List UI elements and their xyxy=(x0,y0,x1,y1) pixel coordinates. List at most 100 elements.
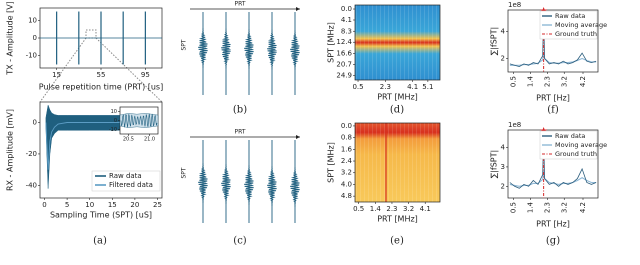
y-tick-label: 4 xyxy=(501,28,506,36)
x-axis-label: Pulse repetition time (PRT) [us] xyxy=(39,83,163,92)
y-tick-label: 0.0 xyxy=(341,122,352,130)
wavelet xyxy=(290,167,301,207)
x-tick-label: 15 xyxy=(52,71,61,79)
y-tick-label: 0.0 xyxy=(341,5,352,13)
arrow-head xyxy=(296,135,300,139)
x-tick-label: 3.2 xyxy=(560,76,568,87)
y-axis-label: ∑|fSPT| xyxy=(490,27,499,55)
y-axis-label: TX - Amplitude [V] xyxy=(6,1,15,76)
y-tick-label: 4 xyxy=(501,143,506,151)
y-tick-label: -20 xyxy=(26,150,37,158)
x-tick-label: 4.2 xyxy=(579,202,587,213)
panel-label: (g) xyxy=(546,236,560,247)
y-tick-label: 24.9 xyxy=(336,72,352,80)
axes-frame xyxy=(39,101,163,199)
x-tick-label: 25 xyxy=(153,201,162,209)
legend-label: Moving average xyxy=(555,21,607,29)
y-tick-label: 3 xyxy=(501,163,505,171)
wavelet xyxy=(221,164,232,204)
y-axis-label: SPT [MHz] xyxy=(327,22,336,63)
panel-label: (a) xyxy=(93,236,107,247)
axes-frame xyxy=(507,129,599,199)
x-tick-label: 0 xyxy=(42,201,46,209)
legend-label: Raw data xyxy=(555,132,585,140)
wavelet xyxy=(267,29,278,70)
y-tick-label: 0.8 xyxy=(341,134,352,142)
y-tick-label: 2 xyxy=(501,182,505,190)
zoom-connector xyxy=(95,37,163,103)
x-tick-label: 1.4 xyxy=(527,75,535,87)
x-tick-label: 20.5 xyxy=(123,137,134,143)
heatmap-texture xyxy=(355,5,440,80)
ground-truth-marker xyxy=(540,127,548,134)
x-tick-label: 4.1 xyxy=(407,83,418,91)
x-axis-label: PRT [Hz] xyxy=(536,94,570,103)
panel-label: (d) xyxy=(390,105,404,116)
series-line xyxy=(509,13,597,68)
x-tick-label: 5 xyxy=(65,201,69,209)
wavelet xyxy=(198,163,209,203)
y-tick-label: 4.0 xyxy=(341,180,352,188)
series-line xyxy=(509,135,597,189)
legend-label: Raw data xyxy=(109,172,142,180)
zoom-box xyxy=(85,29,97,39)
y-tick-label: 20.7 xyxy=(336,60,352,68)
y-tick-label: 2.4 xyxy=(341,157,353,165)
y-tick-label: 8.3 xyxy=(341,27,352,35)
spt-label: SPT xyxy=(181,39,188,50)
y-tick-label: 1.6 xyxy=(341,145,353,153)
x-tick-label: 2.3 xyxy=(380,83,391,91)
axis-scale: 1e8 xyxy=(508,121,521,129)
wavelet xyxy=(290,30,301,70)
x-tick-label: 55 xyxy=(97,71,106,79)
x-tick-label: 2.3 xyxy=(386,205,397,213)
panel-label: (b) xyxy=(233,105,247,116)
x-tick-label: 0.5 xyxy=(353,205,364,213)
x-tick-label: 3.2 xyxy=(560,202,568,213)
panel-label: (f) xyxy=(547,105,559,116)
legend-label: Filtered data xyxy=(109,181,153,189)
y-tick-label: 0 xyxy=(33,118,37,126)
y-axis-label: RX - Amplitude [mV] xyxy=(6,109,15,191)
x-tick-label: 10 xyxy=(85,201,94,209)
x-tick-label: 5.1 xyxy=(422,83,433,91)
wavelet xyxy=(267,166,278,206)
x-tick-label: 20 xyxy=(130,201,139,209)
y-tick-label: 4.8 xyxy=(341,192,352,200)
x-tick-label: 0.5 xyxy=(510,202,518,213)
x-tick-label: 2.3 xyxy=(543,202,551,213)
y-axis-label: ∑|fSPT| xyxy=(490,150,499,178)
axis-scale: 1e8 xyxy=(508,1,521,9)
axes-frame xyxy=(507,9,599,73)
x-axis-label: Sampling Time (SPT) [uS] xyxy=(50,211,152,220)
x-tick-label: 0.5 xyxy=(510,76,518,87)
wavelet xyxy=(221,28,232,69)
arrow-head xyxy=(296,7,300,11)
x-axis-label: PRT [Hz] xyxy=(536,220,570,229)
y-tick-label: 10 xyxy=(111,109,117,115)
y-tick-label: -10 xyxy=(109,127,117,133)
y-tick-label: 12.4 xyxy=(336,38,352,46)
legend-label: Raw data xyxy=(555,12,585,20)
y-tick-label: -40 xyxy=(26,181,37,189)
legend-label: Moving average xyxy=(555,141,607,149)
inset-wave xyxy=(120,113,158,128)
prt-label: PRT xyxy=(234,1,245,8)
y-tick-label: 10 xyxy=(28,16,37,24)
x-axis-label: PRT [MHz] xyxy=(377,215,418,224)
x-tick-label: 0.5 xyxy=(352,83,363,91)
wavelet xyxy=(198,28,209,68)
y-tick-label: 0 xyxy=(33,34,37,42)
x-tick-label: 1.4 xyxy=(370,205,382,213)
legend-label: Ground truth xyxy=(555,30,597,38)
x-tick-label: 21.0 xyxy=(144,137,155,143)
y-tick-label: 16.6 xyxy=(336,49,352,57)
axes-frame xyxy=(354,122,441,203)
x-axis-label: PRT [MHz] xyxy=(377,93,418,102)
x-tick-label: 4.1 xyxy=(420,205,431,213)
legend-box xyxy=(91,170,161,192)
heatmap-texture xyxy=(355,123,440,202)
y-tick-label: -10 xyxy=(26,52,37,60)
